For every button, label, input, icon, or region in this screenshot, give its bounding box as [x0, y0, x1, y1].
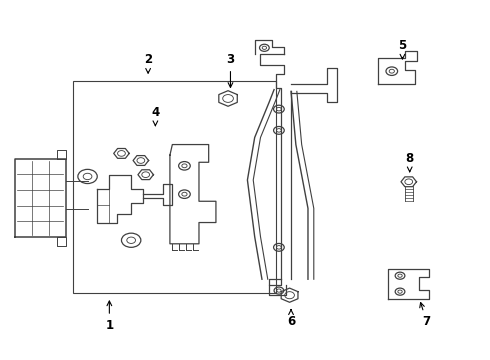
Bar: [73, 81, 276, 293]
Text: 3: 3: [226, 53, 235, 87]
Text: 4: 4: [151, 106, 160, 126]
Text: 8: 8: [406, 152, 414, 172]
Text: 5: 5: [398, 39, 407, 59]
Text: 7: 7: [420, 302, 431, 328]
Text: 6: 6: [287, 310, 295, 328]
Text: 1: 1: [105, 301, 113, 332]
Text: 2: 2: [144, 53, 152, 73]
